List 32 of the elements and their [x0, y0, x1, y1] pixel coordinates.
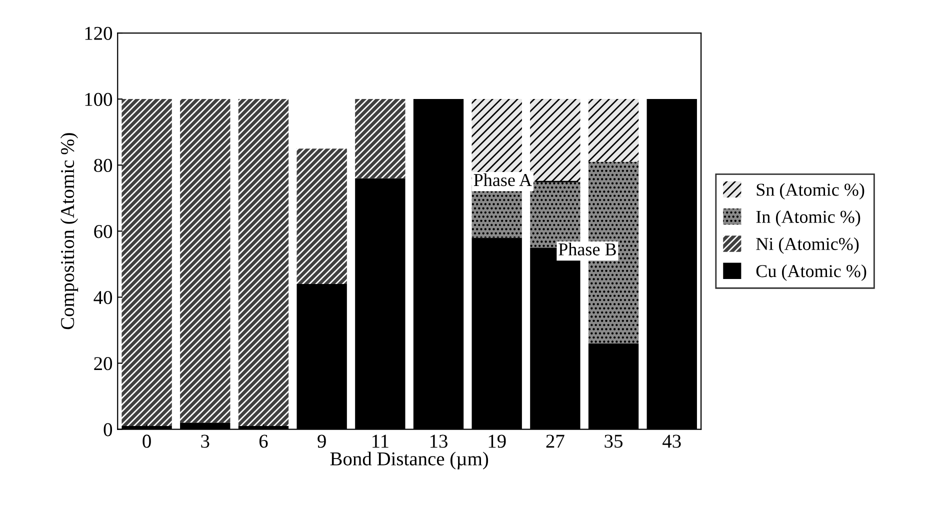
y-tick-label: 0 [104, 423, 112, 436]
annotation: Phase A [474, 173, 532, 186]
bar [296, 148, 347, 284]
x-axis-title: Bond Distance (µm) [330, 452, 488, 470]
x-tick-label: 35 [604, 434, 622, 448]
bar [588, 99, 639, 162]
bar [122, 99, 172, 426]
x-tick-label: 13 [430, 434, 448, 448]
legend-label: Sn (Atomic %) [756, 183, 864, 200]
y-axis-title: Composition (Atomic %) [60, 133, 78, 330]
x-tick-label: 3 [201, 434, 210, 448]
y-tick-label: 100 [85, 92, 112, 106]
x-tick-label: 0 [142, 434, 151, 448]
y-tick-label: 80 [94, 158, 112, 172]
y-tick-label: 120 [85, 26, 112, 40]
bar [355, 99, 406, 178]
legend-label: Ni (Atomic%) [756, 237, 859, 254]
y-tick-label: 20 [94, 357, 112, 370]
legend-label: Cu (Atomic %) [756, 264, 866, 281]
x-tick-label: 19 [488, 434, 506, 448]
bar [238, 99, 289, 426]
x-tick-label: 6 [259, 434, 268, 448]
x-tick-label: 43 [662, 434, 681, 448]
annotation: Phase B [558, 242, 616, 256]
bar [530, 99, 580, 182]
y-tick-label: 60 [94, 224, 112, 238]
x-tick-label: 11 [372, 434, 388, 448]
x-tick-label: 9 [318, 434, 326, 448]
bar [180, 99, 230, 423]
y-tick-label: 40 [94, 290, 112, 304]
x-tick-label: 27 [546, 434, 564, 448]
legend-label: In (Atomic %) [756, 210, 860, 227]
